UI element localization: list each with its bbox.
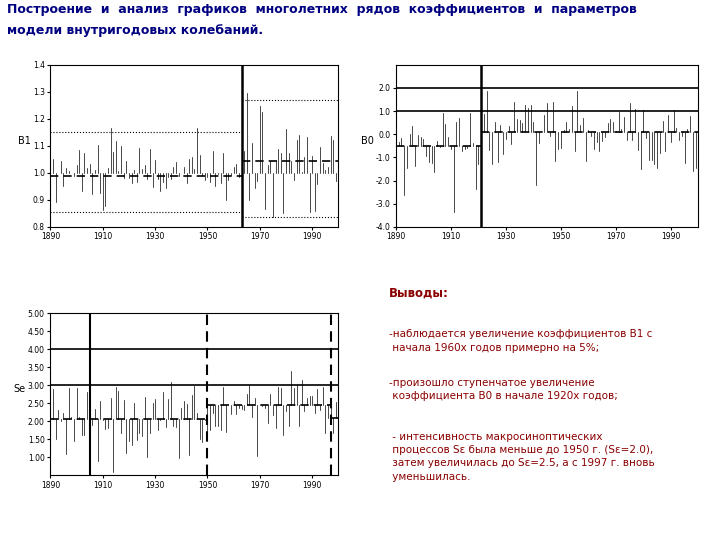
Text: Построение  и  анализ  графиков  многолетних  рядов  коэффициентов  и  параметро: Построение и анализ графиков многолетних… xyxy=(7,3,637,16)
Text: -наблюдается увеличение коэффициентов B1 с
 начала 1960х годов примерно на 5%;: -наблюдается увеличение коэффициентов B1… xyxy=(389,329,652,353)
Text: Выводы:: Выводы: xyxy=(389,286,449,299)
Y-axis label: Se: Se xyxy=(14,384,26,394)
Text: модели внутригодовых колебаний.: модели внутригодовых колебаний. xyxy=(7,24,264,37)
Y-axis label: B0: B0 xyxy=(361,136,374,146)
Text: - интенсивность макросиноптических
 процессов Sε была меньше до 1950 г. (Sε=2.0): - интенсивность макросиноптических проце… xyxy=(389,432,654,482)
Y-axis label: B1: B1 xyxy=(18,136,31,146)
Text: -произошло ступенчатое увеличение
 коэффициента B0 в начале 1920х годов;: -произошло ступенчатое увеличение коэффи… xyxy=(389,378,618,401)
